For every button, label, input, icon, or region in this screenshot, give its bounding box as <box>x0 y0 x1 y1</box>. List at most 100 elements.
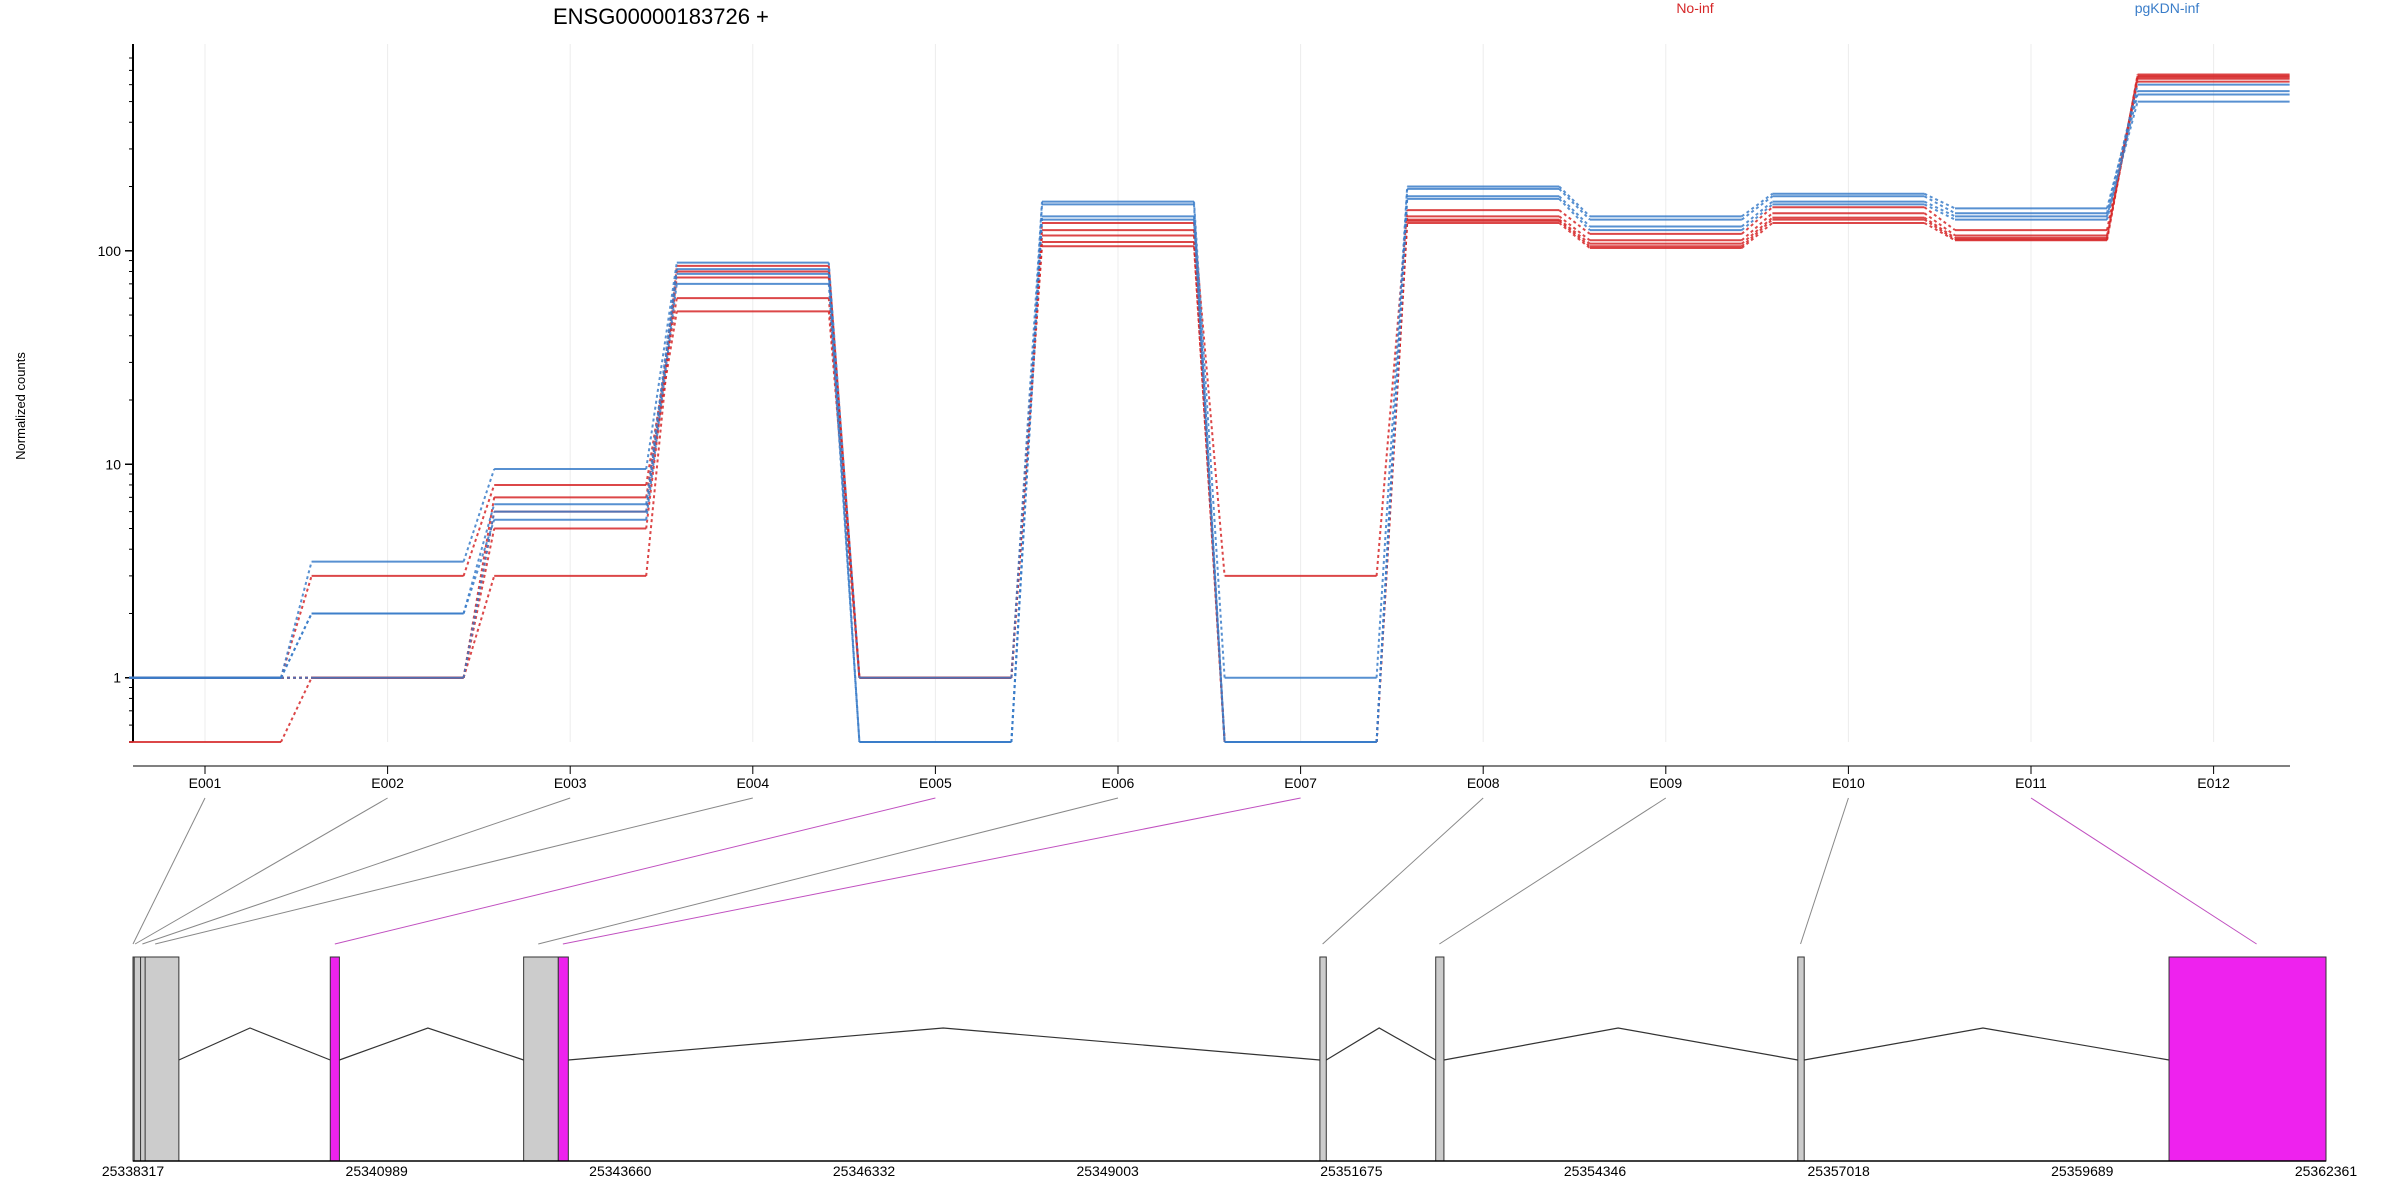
connector-e010 <box>1800 797 1849 945</box>
series-transition <box>827 283 861 743</box>
series-transition <box>280 575 313 679</box>
y-axis-label: Normalized counts <box>13 352 28 460</box>
series-transition <box>1741 212 1774 242</box>
x-tick-label: E010 <box>1832 775 1865 791</box>
exon-block-e008 <box>1319 956 1327 1162</box>
series-transition <box>1741 200 1774 228</box>
x-tick-label: E005 <box>919 775 952 791</box>
connector-e009 <box>1439 797 1667 945</box>
genome-tick-label: 25354346 <box>1564 1163 1627 1179</box>
series-transition <box>280 677 313 743</box>
connector-e007 <box>562 797 1301 945</box>
exon-block-e011 <box>2168 956 2327 1162</box>
series-transition <box>2106 90 2139 209</box>
series-transition <box>1558 218 1591 245</box>
series-transition <box>645 265 678 576</box>
series-transition <box>1558 195 1591 228</box>
series-group <box>129 73 2290 743</box>
intron-line <box>1443 1027 1798 1061</box>
series-transition <box>645 262 678 470</box>
series-pgkdn-inf <box>129 90 2290 679</box>
legend-label-no-inf: No-inf <box>1676 0 1713 16</box>
connector-e002 <box>134 797 388 945</box>
genome-axis: 25338317 25340989 25343660 25346332 25349003… <box>102 1160 2358 1179</box>
chart-title: ENSG00000183726 + <box>553 4 769 29</box>
series-transition <box>1010 201 1043 678</box>
series-transition <box>1741 206 1774 235</box>
series-transition <box>462 497 496 678</box>
series-no-inf <box>129 73 2290 743</box>
series-transition <box>1741 195 1774 221</box>
series-transition <box>645 283 678 520</box>
exon-block-e004 <box>144 956 180 1162</box>
intron-line <box>1325 1027 1437 1061</box>
genome-tick-label: 25349003 <box>1076 1163 1139 1179</box>
genome-tick-label: 25338317 <box>102 1163 165 1179</box>
exon-connectors <box>132 797 2257 945</box>
series-transition <box>1741 216 1774 245</box>
series-pgkdn-inf <box>129 93 2290 743</box>
series-transition <box>1741 192 1773 218</box>
exon-block-e010 <box>1797 956 1805 1162</box>
y-tick-label: 1 <box>113 670 121 686</box>
genome-tick-label: 25357018 <box>1808 1163 1871 1179</box>
genome-tick-label: 25340989 <box>346 1163 409 1179</box>
x-tick-label: E012 <box>2197 775 2230 791</box>
series-transition <box>1558 215 1591 242</box>
series-transition <box>1558 222 1591 249</box>
series-transition <box>2106 84 2139 214</box>
genome-tick-label: 25359689 <box>2051 1163 2114 1179</box>
series-transition <box>1558 198 1591 231</box>
series-transition <box>827 273 861 743</box>
series-transition <box>1193 201 1226 678</box>
series-transition <box>1923 192 1956 210</box>
series-transition <box>462 468 496 562</box>
genome-tick-label: 25351675 <box>1320 1163 1383 1179</box>
series-transition <box>1558 188 1591 221</box>
intron-line <box>568 1027 1320 1061</box>
exon-block-e006 <box>523 956 559 1162</box>
series-transition <box>1923 216 1956 239</box>
connector-e001 <box>132 797 206 945</box>
exon-block-e007 <box>557 956 569 1162</box>
series-transition <box>1741 203 1774 231</box>
series-pgkdn-inf <box>129 83 2290 743</box>
intron-line <box>1804 1027 2170 1061</box>
exon-block-e009 <box>1435 956 1445 1162</box>
genome-tick-label: 25362361 <box>2295 1163 2358 1179</box>
series-transition <box>1010 216 1043 743</box>
x-tick-label: E001 <box>189 775 222 791</box>
y-axis: 1 10 100 <box>98 44 134 743</box>
connector-e008 <box>1322 797 1484 945</box>
series-transition <box>462 528 496 678</box>
series-transition <box>462 519 496 614</box>
series-transition <box>1558 185 1591 218</box>
legend-label-pgkdn-inf: pgKDN-inf <box>2135 0 2200 16</box>
connector-e011 <box>2030 797 2257 945</box>
series-transition <box>1741 218 1774 248</box>
series-transition <box>645 273 678 512</box>
series-transition <box>1923 212 1956 237</box>
series-transition <box>462 503 496 614</box>
series-transition <box>1375 210 1409 576</box>
series-transition <box>1923 206 1956 231</box>
series-transition <box>1923 195 1956 215</box>
y-tick-label: 10 <box>105 456 121 472</box>
genome-tick-label: 25343660 <box>589 1163 652 1179</box>
series-transition <box>1558 209 1591 235</box>
x-tick-label: E008 <box>1467 775 1500 791</box>
x-axis: E001 E002 E003 E004 E005 E006 E007 E008 E009 E010… <box>133 765 2290 791</box>
series-transition <box>462 575 496 679</box>
y-tick-label: 100 <box>98 243 122 259</box>
series-transition <box>1010 246 1043 678</box>
series-transition <box>462 511 496 678</box>
series-transition <box>1193 222 1226 576</box>
x-tick-label: E003 <box>554 775 587 791</box>
series-transition <box>2106 101 2139 217</box>
x-tick-label: E002 <box>371 775 404 791</box>
series-transition <box>1558 220 1591 248</box>
series-transition <box>1923 218 1956 241</box>
series-transition <box>1923 200 1956 218</box>
